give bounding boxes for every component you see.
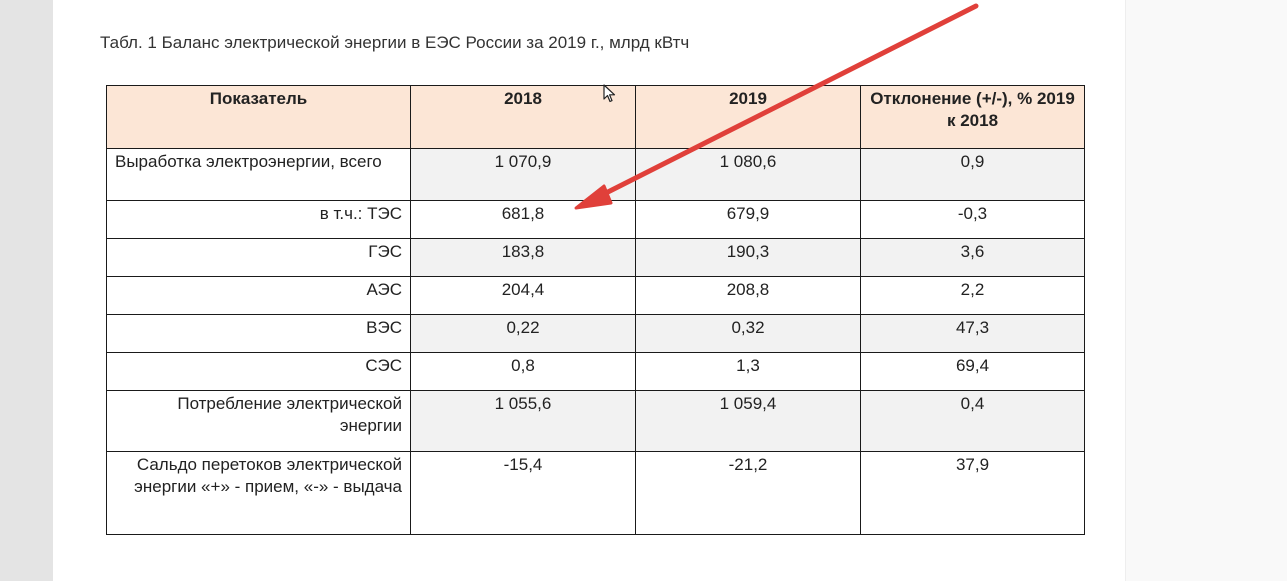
table-row: в т.ч.: ТЭС 681,8 679,9 -0,3 (106, 200, 1085, 239)
value-2018: 1 070,9 (410, 148, 636, 201)
value-deviation: 2,2 (860, 276, 1085, 315)
value-2018: 0,8 (410, 352, 636, 391)
header-2019: 2019 (635, 85, 861, 149)
table-row: Потребление электрической энергии 1 055,… (106, 390, 1085, 452)
header-2018: 2018 (410, 85, 636, 149)
value-2018: 0,22 (410, 314, 636, 353)
value-2019: 190,3 (635, 238, 861, 277)
value-2019: 0,32 (635, 314, 861, 353)
table-row: Сальдо перетоков электрической энергии «… (106, 451, 1085, 535)
value-deviation: 0,4 (860, 390, 1085, 452)
value-deviation: 69,4 (860, 352, 1085, 391)
table-row: АЭС 204,4 208,8 2,2 (106, 276, 1085, 315)
row-label: АЭС (106, 276, 411, 315)
value-2019: 208,8 (635, 276, 861, 315)
value-2019: 1 080,6 (635, 148, 861, 201)
mouse-pointer-icon (603, 84, 616, 103)
value-2018: 183,8 (410, 238, 636, 277)
table-row: ВЭС 0,22 0,32 47,3 (106, 314, 1085, 353)
value-deviation: -0,3 (860, 200, 1085, 239)
header-indicator: Показатель (106, 85, 411, 149)
row-label: СЭС (106, 352, 411, 391)
value-deviation: 0,9 (860, 148, 1085, 201)
value-2019: -21,2 (635, 451, 861, 535)
table-row: ГЭС 183,8 190,3 3,6 (106, 238, 1085, 277)
row-label: ВЭС (106, 314, 411, 353)
table-header-row: Показатель 2018 2019 Отклонение (+/-), %… (106, 85, 1085, 149)
value-deviation: 37,9 (860, 451, 1085, 535)
table-caption: Табл. 1 Баланс электрической энергии в Е… (100, 33, 690, 52)
value-2018: -15,4 (410, 451, 636, 535)
energy-balance-table: Показатель 2018 2019 Отклонение (+/-), %… (106, 85, 1085, 535)
value-2018: 1 055,6 (410, 390, 636, 452)
value-2019: 1 059,4 (635, 390, 861, 452)
value-deviation: 3,6 (860, 238, 1085, 277)
value-2019: 679,9 (635, 200, 861, 239)
value-2018: 204,4 (410, 276, 636, 315)
row-label: Выработка электроэнергии, всего (106, 148, 411, 201)
table-row: Выработка электроэнергии, всего 1 070,9 … (106, 148, 1085, 201)
row-label: в т.ч.: ТЭС (106, 200, 411, 239)
right-gutter (1125, 0, 1287, 581)
value-deviation: 47,3 (860, 314, 1085, 353)
row-label: Сальдо перетоков электрической энергии «… (106, 451, 411, 535)
row-label: Потребление электрической энергии (106, 390, 411, 452)
value-2018: 681,8 (410, 200, 636, 239)
header-deviation: Отклонение (+/-), % 2019 к 2018 (860, 85, 1085, 149)
left-gutter (0, 0, 53, 581)
table-row: СЭС 0,8 1,3 69,4 (106, 352, 1085, 391)
row-label: ГЭС (106, 238, 411, 277)
value-2019: 1,3 (635, 352, 861, 391)
